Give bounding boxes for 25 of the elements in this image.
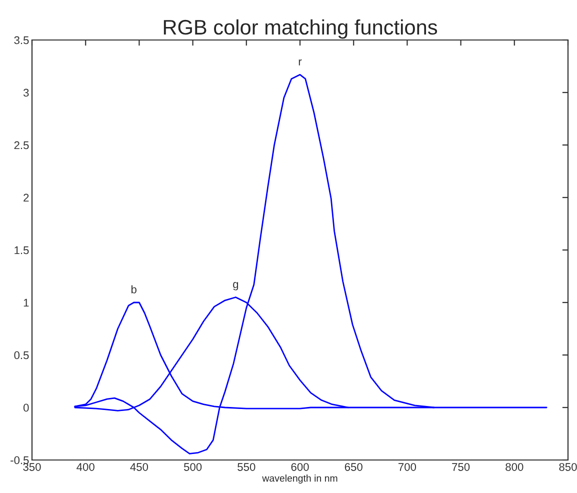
y-tick-label: 2.5 <box>14 141 29 150</box>
chart-title: RGB color matching functions <box>164 19 438 39</box>
y-tick-label: 3.5 <box>14 36 29 44</box>
x-tick-label: 550 <box>238 463 256 471</box>
series-label: g <box>233 282 238 290</box>
x-tick-label: 600 <box>291 463 309 471</box>
series-label: b <box>131 285 136 294</box>
x-tick-label: 700 <box>398 463 416 471</box>
x-tick-label: 850 <box>559 463 577 471</box>
x-axis-title: wavelength in nm <box>262 474 338 484</box>
y-tick-label: 0.5 <box>14 351 29 360</box>
x-tick-label: 350 <box>23 463 41 471</box>
y-tick-label: -0.5 <box>10 456 29 464</box>
y-tick-label: 1.5 <box>14 246 29 254</box>
x-tick-label: 400 <box>76 463 94 471</box>
series-label: r <box>298 59 302 66</box>
y-tick-label: 3 <box>23 88 29 97</box>
x-tick-label: 500 <box>184 463 202 471</box>
x-tick-label: 450 <box>130 463 148 471</box>
x-tick-label: 750 <box>452 463 470 471</box>
x-tick-label: 800 <box>506 463 524 471</box>
y-tick-label: 2 <box>24 194 29 202</box>
y-tick-label: 1 <box>24 298 29 307</box>
y-tick-label: 0 <box>23 404 29 412</box>
x-tick-label: 650 <box>344 463 362 471</box>
